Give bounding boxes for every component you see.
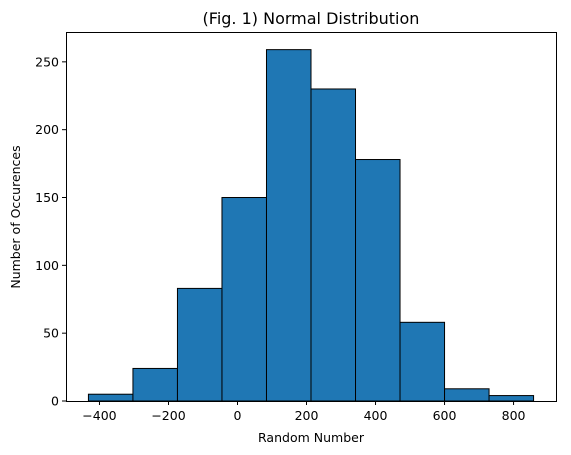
- y-axis-ticks: 0 50 100 150 200 250: [35, 54, 66, 409]
- x-axis-label: Random Number: [258, 430, 365, 445]
- histogram-bar: [399, 321, 446, 402]
- x-tick-label: 200: [295, 408, 319, 423]
- histogram-bar: [265, 49, 312, 402]
- histogram-bar: [355, 159, 401, 402]
- histogram-bars: [87, 49, 535, 402]
- y-tick-label: 50: [43, 326, 59, 341]
- histogram-bar: [176, 287, 223, 402]
- x-tick-label: 600: [433, 408, 457, 423]
- histogram-bar: [310, 88, 357, 402]
- x-tick-label: −200: [151, 408, 185, 423]
- plot-frame: [66, 32, 557, 402]
- histogram-bar: [87, 393, 134, 402]
- y-axis-label: Number of Occurences: [8, 145, 23, 288]
- histogram-bar: [444, 388, 490, 402]
- y-tick-label: 100: [35, 258, 59, 273]
- x-tick-label: −400: [82, 408, 116, 423]
- x-tick-label: 800: [502, 408, 526, 423]
- x-tick-label: 400: [364, 408, 388, 423]
- y-tick-label: 200: [35, 122, 59, 137]
- chart-title: (Fig. 1) Normal Distribution: [203, 9, 420, 28]
- histogram-bar: [221, 197, 267, 402]
- y-tick-label: 0: [51, 394, 59, 409]
- y-tick-label: 150: [35, 190, 59, 205]
- y-tick-label: 250: [35, 54, 59, 69]
- histogram-bar: [488, 395, 535, 402]
- x-axis-ticks: −400 −200 0 200 400 600 800: [82, 401, 526, 423]
- x-tick-label: 0: [234, 408, 242, 423]
- histogram-bar: [132, 367, 178, 402]
